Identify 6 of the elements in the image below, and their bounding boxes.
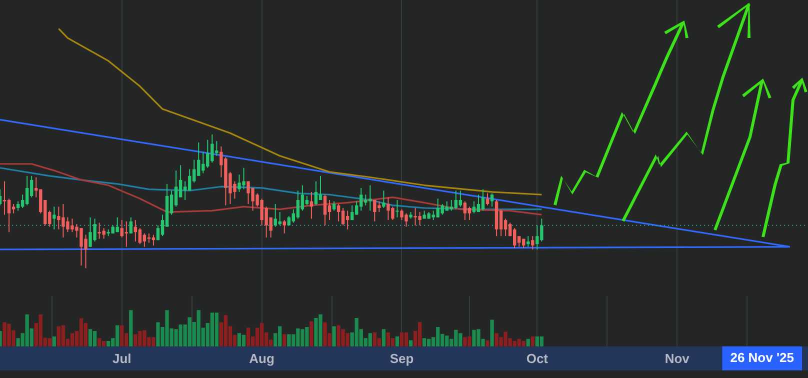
x-tick-label: Aug [249,350,274,366]
x-tick-label: Oct [526,350,549,366]
x-tick-label: Jul [112,350,132,366]
x-tick-label: Nov [664,350,690,366]
text: 26 Nov '25 [730,350,794,365]
x-tick-label: Sep [390,350,414,366]
